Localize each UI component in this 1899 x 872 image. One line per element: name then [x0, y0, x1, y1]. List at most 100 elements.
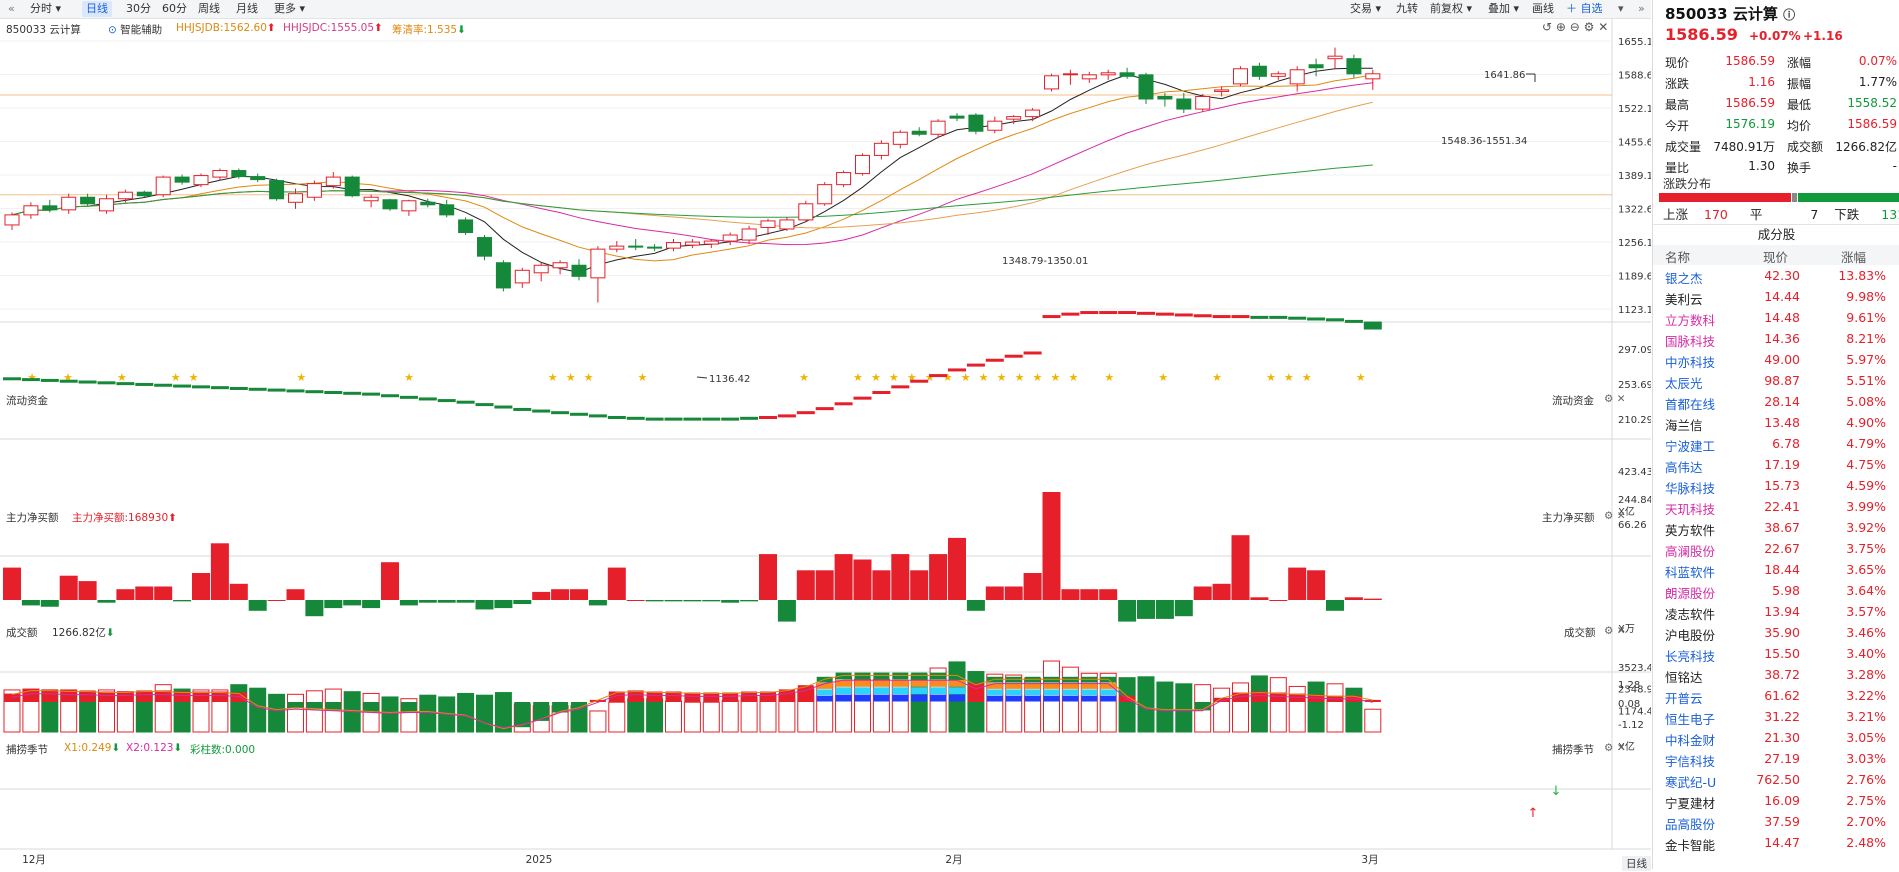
constituent-row[interactable]: 宁波建工 6.78 4.79%: [1653, 434, 1899, 455]
close-icon[interactable]: ✕: [1616, 625, 1626, 637]
adjust-menu[interactable]: 前复权 ▾: [1430, 2, 1473, 15]
candle-body[interactable]: [23, 205, 39, 216]
candle-body[interactable]: [1119, 72, 1135, 77]
kline-chart-svg[interactable]: 1655.12 1588.62 1522.13 1455.64 1389.14 1322.…: [0, 19, 1659, 869]
candle-body[interactable]: [1233, 68, 1248, 85]
candle-body[interactable]: [1346, 58, 1362, 75]
candle-body[interactable]: [666, 242, 681, 249]
constituent-name[interactable]: 银之杰: [1665, 271, 1703, 286]
candle-body[interactable]: [552, 262, 568, 269]
settings-icon[interactable]: ⚙: [1604, 393, 1614, 405]
candle-body[interactable]: [514, 269, 530, 284]
constituent-name[interactable]: 品高股份: [1665, 817, 1716, 832]
settings-icon[interactable]: ⚙: [1604, 510, 1614, 522]
constituent-name[interactable]: 国脉科技: [1665, 334, 1716, 349]
candle-body[interactable]: [911, 130, 927, 135]
constituent-row[interactable]: 美利云 14.44 9.98%: [1653, 287, 1899, 308]
constituent-name[interactable]: 英方软件: [1665, 523, 1716, 538]
candle-body[interactable]: [590, 248, 606, 279]
constituent-row[interactable]: 银之杰 42.30 13.83%: [1653, 266, 1899, 287]
constituent-row[interactable]: 中科金财 21.30 3.05%: [1653, 728, 1899, 749]
candle-body[interactable]: [136, 191, 152, 197]
tab-minute[interactable]: 分时 ▾: [30, 2, 62, 15]
constituent-row[interactable]: 立方数科 14.48 9.61%: [1653, 308, 1899, 329]
candle-body[interactable]: [325, 176, 341, 187]
candle-body[interactable]: [1044, 75, 1059, 90]
constituent-row[interactable]: 中亦科技 49.00 5.97%: [1653, 350, 1899, 371]
candle-body[interactable]: [61, 196, 77, 211]
constituent-row[interactable]: 沪电股份 35.90 3.46%: [1653, 623, 1899, 644]
candle-body[interactable]: [703, 240, 719, 245]
constituent-name[interactable]: 首都在线: [1665, 397, 1716, 412]
zoom-out-icon[interactable]: ⊖: [1569, 20, 1580, 34]
candle-body[interactable]: [344, 176, 360, 197]
constituent-row[interactable]: 宇信科技 27.19 3.03%: [1653, 749, 1899, 770]
close-icon[interactable]: ✕: [1598, 20, 1609, 34]
settings-icon[interactable]: ⚙: [1604, 625, 1614, 637]
candle-body[interactable]: [420, 201, 436, 206]
constituent-name[interactable]: 中亦科技: [1665, 355, 1716, 370]
main-net-pane-controls[interactable]: ⚙ ✕: [1604, 510, 1626, 522]
constituent-name[interactable]: 海兰信: [1665, 418, 1703, 433]
candle-body[interactable]: [741, 228, 757, 241]
candle-body[interactable]: [1006, 116, 1022, 120]
constituent-row[interactable]: 金卡智能 14.47 2.48%: [1653, 833, 1899, 854]
candle-body[interactable]: [1327, 55, 1343, 60]
candle-body[interactable]: [458, 219, 474, 234]
constituent-row[interactable]: 首都在线 28.14 5.08%: [1653, 392, 1899, 413]
candle-body[interactable]: [817, 184, 833, 205]
candle-body[interactable]: [1157, 95, 1173, 100]
close-icon[interactable]: ✕: [1616, 742, 1626, 754]
constituent-name[interactable]: 恒生电子: [1665, 712, 1716, 727]
constituent-row[interactable]: 华脉科技 15.73 4.59%: [1653, 476, 1899, 497]
settings-icon[interactable]: ⚙: [1604, 742, 1614, 754]
candle-body[interactable]: [760, 220, 776, 228]
candle-body[interactable]: [533, 264, 549, 274]
candle-body[interactable]: [1100, 72, 1116, 76]
candle-body[interactable]: [1138, 74, 1154, 100]
close-icon[interactable]: ✕: [1616, 393, 1626, 405]
tab-30min[interactable]: 30分: [126, 2, 151, 15]
constituent-name[interactable]: 长亮科技: [1665, 649, 1716, 664]
nine-turn-button[interactable]: 九转: [1396, 2, 1418, 15]
candle-body[interactable]: [250, 176, 266, 181]
constituent-name[interactable]: 美利云: [1665, 292, 1703, 307]
candle-body[interactable]: [1195, 95, 1211, 110]
tab-daily[interactable]: 日线: [82, 1, 112, 17]
candle-body[interactable]: [288, 193, 303, 203]
add-watchlist-button[interactable]: ＋ 自选: [1566, 2, 1603, 15]
candle-body[interactable]: [306, 183, 322, 198]
flow-pane-controls[interactable]: ⚙ ✕: [1604, 393, 1626, 405]
candle-body[interactable]: [571, 264, 587, 277]
constituent-name[interactable]: 宁夏建材: [1665, 796, 1716, 811]
candle-body[interactable]: [647, 246, 663, 249]
candle-body[interactable]: [949, 115, 965, 119]
info-icon[interactable]: ⓘ: [1783, 8, 1796, 22]
candle-body[interactable]: [1308, 64, 1324, 69]
candle-body[interactable]: [193, 175, 209, 186]
constituent-row[interactable]: 科蓝软件 18.44 3.65%: [1653, 560, 1899, 581]
constituent-name[interactable]: 天玑科技: [1665, 502, 1716, 517]
draw-button[interactable]: 画线: [1532, 2, 1554, 15]
constituent-name[interactable]: 高澜股份: [1665, 544, 1716, 559]
constituent-name[interactable]: 金卡智能: [1665, 838, 1716, 853]
close-icon[interactable]: ✕: [1616, 510, 1626, 522]
tab-60min[interactable]: 60分: [162, 2, 187, 15]
constituent-name[interactable]: 沪电股份: [1665, 628, 1716, 643]
constituent-row[interactable]: 高伟达 17.19 4.75%: [1653, 455, 1899, 476]
candle-body[interactable]: [1289, 69, 1305, 85]
candle-body[interactable]: [1251, 65, 1267, 77]
constituent-row[interactable]: 朗源股份 5.98 3.64%: [1653, 581, 1899, 602]
trade-menu[interactable]: 交易 ▾: [1350, 2, 1382, 15]
kline-chart-area[interactable]: 1655.12 1588.62 1522.13 1455.64 1389.14 1322.…: [0, 19, 1659, 871]
candle-body[interactable]: [1081, 74, 1097, 80]
candle-body[interactable]: [930, 120, 946, 135]
smart-assist-toggle[interactable]: ⊙ 智能辅助: [108, 22, 162, 37]
candle-body[interactable]: [4, 214, 20, 226]
constituent-row[interactable]: 太辰光 98.87 5.51%: [1653, 371, 1899, 392]
constituent-name[interactable]: 宇信科技: [1665, 754, 1716, 769]
constituent-row[interactable]: 国脉科技 14.36 8.21%: [1653, 329, 1899, 350]
turnover-pane-controls[interactable]: ⚙ ✕: [1604, 625, 1626, 637]
candle-body[interactable]: [99, 198, 114, 212]
constituent-name[interactable]: 开普云: [1665, 691, 1703, 706]
